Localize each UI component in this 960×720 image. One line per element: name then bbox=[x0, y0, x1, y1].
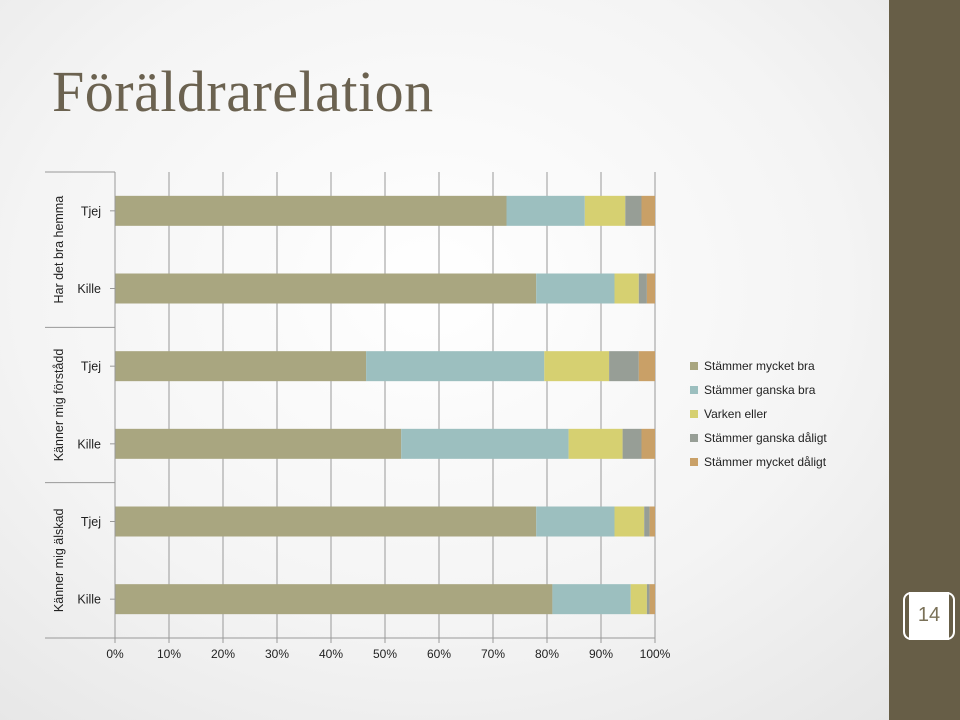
legend-label: Varken eller bbox=[704, 407, 767, 421]
stacked-bar-chart: 0% 10% 20% 30% 40% 50% 60% 70% 80% 90% 100% Har det… bbox=[45, 171, 827, 661]
legend-swatch bbox=[690, 458, 698, 466]
chart-bars bbox=[115, 195, 655, 615]
slide-title: Föräldrarelation bbox=[52, 59, 434, 124]
bar-segment bbox=[622, 428, 642, 459]
bar-segment bbox=[638, 273, 647, 304]
bar-segment bbox=[115, 351, 367, 382]
legend-label: Stämmer ganska dåligt bbox=[704, 431, 827, 445]
bar-segment bbox=[641, 195, 655, 226]
bar-segment bbox=[646, 584, 650, 615]
legend-label: Stämmer mycket dåligt bbox=[704, 455, 827, 469]
category-label: Kille bbox=[77, 282, 101, 296]
bar-segment bbox=[115, 273, 537, 304]
bar-segment bbox=[506, 195, 585, 226]
group-label: Känner mig älskad bbox=[52, 509, 66, 613]
chart-gridlines bbox=[114, 172, 656, 638]
x-tick-label: 50% bbox=[373, 647, 397, 661]
bar-segment bbox=[625, 195, 642, 226]
bar-segment bbox=[584, 195, 626, 226]
bar-segment bbox=[630, 584, 647, 615]
legend-swatch bbox=[690, 434, 698, 442]
group-label: Har det bra hemma bbox=[52, 196, 66, 304]
category-label: Kille bbox=[77, 593, 101, 607]
bar-segment bbox=[536, 273, 615, 304]
bar-segment bbox=[401, 428, 569, 459]
legend-label: Stämmer ganska bra bbox=[704, 383, 816, 397]
bar-segment bbox=[646, 273, 655, 304]
chart-legend: Stämmer mycket bra Stämmer ganska bra Vark… bbox=[690, 359, 827, 469]
bar-segment bbox=[568, 428, 623, 459]
category-label: Tjej bbox=[81, 204, 101, 218]
legend-label: Stämmer mycket bra bbox=[704, 359, 815, 373]
x-tick-label: 90% bbox=[589, 647, 613, 661]
bar-segment bbox=[609, 351, 639, 382]
x-tick-label: 30% bbox=[265, 647, 289, 661]
bar-segment bbox=[115, 428, 402, 459]
category-label: Kille bbox=[77, 437, 101, 451]
x-tick-label: 40% bbox=[319, 647, 343, 661]
x-tick-label: 0% bbox=[106, 647, 124, 661]
bar-segment bbox=[614, 506, 645, 537]
bar-segment bbox=[115, 506, 537, 537]
bar-segment bbox=[649, 506, 655, 537]
legend-swatch bbox=[690, 410, 698, 418]
bar-segment bbox=[115, 584, 553, 615]
x-tick-label: 10% bbox=[157, 647, 181, 661]
slide-number-badge: 14 bbox=[903, 592, 955, 640]
category-label: Tjej bbox=[81, 360, 101, 374]
bar-segment bbox=[638, 351, 655, 382]
category-label: Tjej bbox=[81, 515, 101, 529]
bar-segment bbox=[649, 584, 655, 615]
chart-axes bbox=[45, 171, 656, 643]
bar-segment bbox=[366, 351, 545, 382]
bar-segment bbox=[536, 506, 615, 537]
x-tick-label: 60% bbox=[427, 647, 451, 661]
x-tick-label: 100% bbox=[640, 647, 671, 661]
x-tick-label: 70% bbox=[481, 647, 505, 661]
x-tick-label: 20% bbox=[211, 647, 235, 661]
bar-segment bbox=[544, 351, 610, 382]
group-label: Känner mig förstådd bbox=[52, 349, 66, 462]
slide-number: 14 bbox=[917, 603, 941, 626]
chart-labels: 0% 10% 20% 30% 40% 50% 60% 70% 80% 90% 100% Har det… bbox=[52, 196, 671, 661]
legend-swatch bbox=[690, 386, 698, 394]
legend-swatch bbox=[690, 362, 698, 370]
bar-segment bbox=[552, 584, 631, 615]
bar-segment bbox=[115, 195, 507, 226]
bar-segment bbox=[644, 506, 650, 537]
bar-segment bbox=[641, 428, 655, 459]
x-tick-label: 80% bbox=[535, 647, 559, 661]
bar-segment bbox=[614, 273, 639, 304]
